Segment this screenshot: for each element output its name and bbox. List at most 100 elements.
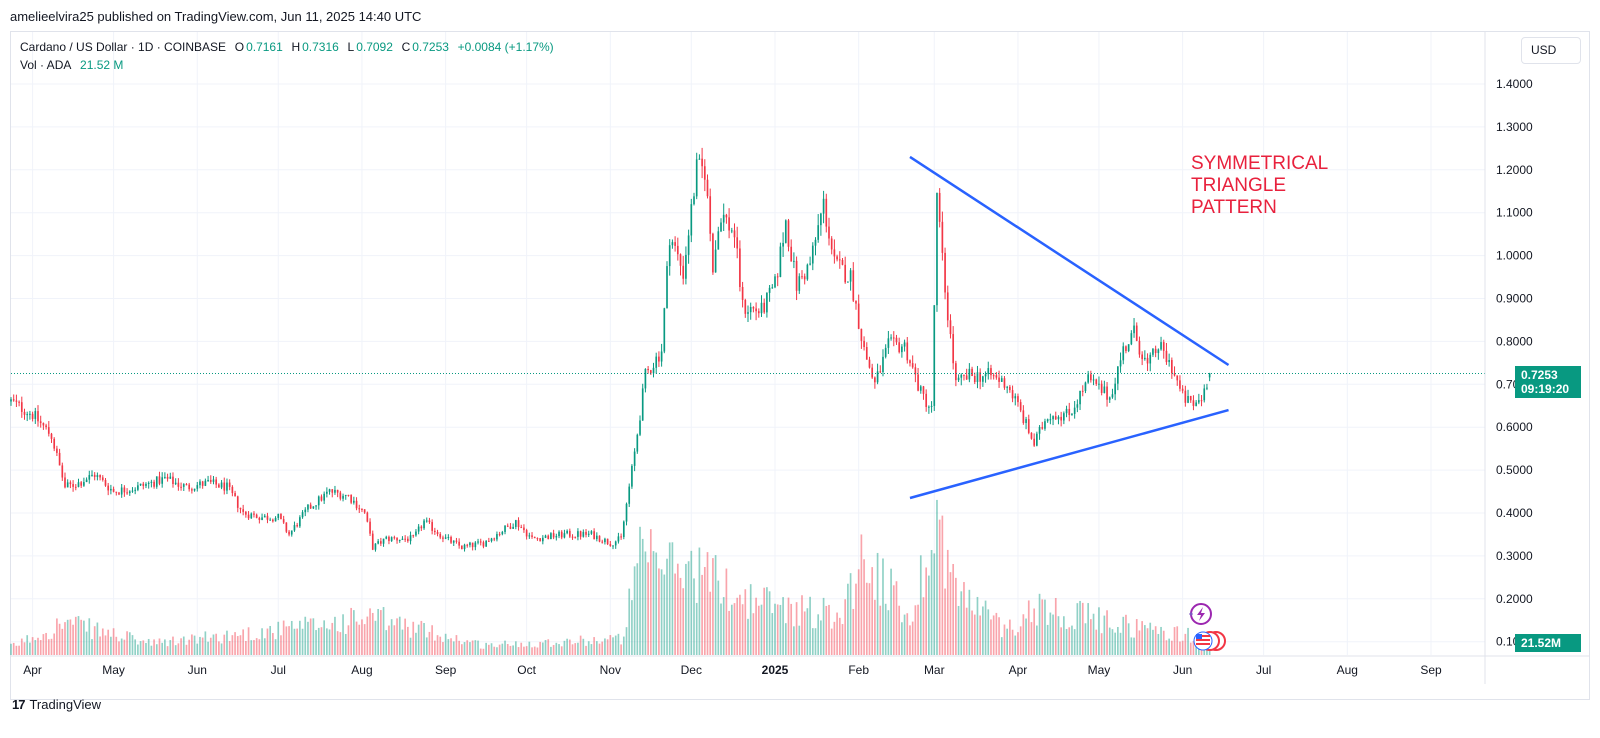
volume-bar	[782, 597, 784, 655]
volume-bar	[239, 635, 242, 655]
candle-body	[771, 287, 774, 289]
candle-body	[452, 540, 455, 543]
candle-body	[234, 493, 236, 497]
candle-body	[1019, 402, 1022, 411]
symbol-label[interactable]: Cardano / US Dollar · 1D · COINBASE	[20, 40, 227, 54]
candle-body	[155, 476, 158, 487]
volume-bar	[636, 563, 639, 655]
candle-body	[412, 535, 415, 537]
time-axis[interactable]: Apr May Jun Jul Aug Sep Oct Nov Dec 2025 Feb Mar Apr…	[11, 655, 1589, 677]
volume-bar	[874, 599, 876, 655]
candle-body	[1025, 419, 1027, 423]
x-tick-label: Aug	[1337, 663, 1358, 677]
volume-bar	[1195, 641, 1197, 655]
candle-body	[274, 517, 277, 522]
volume-label[interactable]: Vol · ADA	[20, 58, 72, 72]
us-flag-icon[interactable]	[1193, 631, 1226, 651]
candle-body	[442, 537, 444, 539]
volume-bar	[768, 591, 771, 655]
volume-bar	[463, 642, 466, 655]
candle-body	[741, 286, 744, 300]
x-tick-label: May	[1088, 663, 1111, 677]
candle-body	[674, 242, 676, 246]
volume-bar	[566, 638, 568, 655]
candle-body	[1084, 382, 1087, 391]
volume-bar	[901, 622, 903, 655]
volume-bar	[687, 561, 690, 655]
volume-bar	[137, 644, 139, 655]
candle-body	[328, 489, 331, 492]
candle-body	[911, 363, 914, 368]
candle-body	[936, 192, 938, 306]
volume-bar	[1054, 597, 1057, 655]
volume-bar	[955, 577, 957, 655]
candle-body	[687, 235, 690, 255]
volume-bar	[887, 610, 890, 655]
volume-bar	[720, 603, 722, 655]
volume-bar	[879, 605, 882, 655]
candle-body	[58, 452, 61, 466]
candle-body	[957, 377, 960, 381]
trendline-lower[interactable]	[909, 408, 1229, 500]
candle-body	[747, 312, 749, 314]
volume-bar	[15, 645, 18, 655]
candle-body	[666, 266, 668, 309]
volume-bar	[53, 633, 56, 655]
currency-button[interactable]: USD	[1521, 37, 1581, 64]
candle-body	[91, 474, 93, 476]
volume-bar	[242, 629, 245, 655]
trendline-upper[interactable]	[909, 155, 1230, 367]
candle-body	[647, 368, 649, 371]
candle-body	[552, 533, 555, 538]
volume-bar	[355, 621, 358, 655]
candle-body	[231, 486, 234, 494]
volume-bar	[382, 607, 385, 655]
volume-bar	[436, 635, 439, 655]
volume-bar	[933, 553, 936, 655]
candle-body	[1119, 360, 1122, 367]
candle-body	[1111, 394, 1114, 398]
volume-bar	[860, 534, 863, 655]
lightning-icon[interactable]	[1189, 603, 1212, 625]
candle-body	[601, 541, 604, 543]
volume-bar	[425, 637, 428, 655]
candle-body	[228, 482, 231, 487]
candle-body	[763, 302, 766, 313]
volume-bar	[120, 638, 123, 655]
tradingview-branding[interactable]: 17 TradingView	[12, 697, 101, 712]
volume-bar	[960, 591, 963, 655]
candle-body	[242, 509, 245, 512]
x-tick-label: Mar	[924, 663, 945, 677]
volume-bar	[1057, 616, 1060, 655]
volume-bar	[369, 608, 371, 655]
candle-body	[1157, 349, 1160, 354]
candle-body	[1057, 416, 1060, 420]
volume-bar	[863, 559, 865, 655]
candle-body	[47, 427, 50, 434]
event-icons[interactable]	[1186, 602, 1226, 652]
candle-body	[730, 230, 733, 232]
candle-body	[169, 476, 172, 479]
volume-bar	[1162, 630, 1165, 655]
volume-bar	[336, 631, 339, 655]
candle-body	[695, 159, 698, 197]
candle-body	[1135, 325, 1138, 341]
candle-body	[1146, 357, 1149, 364]
volume-bar	[1071, 625, 1073, 655]
candle-body	[455, 540, 458, 542]
candle-body	[496, 534, 498, 540]
volume-bar	[101, 628, 104, 655]
price-axis[interactable]: 1.4000 1.3000 1.2000 1.1000 1.0000 0.9000 0.80…	[1484, 32, 1533, 684]
candle-body	[93, 474, 96, 477]
volume-bar	[255, 638, 258, 655]
candle-body	[331, 489, 334, 493]
x-tick-label: May	[102, 663, 125, 677]
pattern-annotation: SYMMETRICAL TRIANGLE PATTERN	[1191, 153, 1328, 219]
volume-bar	[895, 581, 898, 655]
volume-bar	[836, 612, 838, 655]
volume-bar	[814, 628, 817, 655]
high-label: H	[291, 40, 301, 54]
candle-body	[374, 543, 377, 550]
candle-body	[820, 213, 822, 226]
